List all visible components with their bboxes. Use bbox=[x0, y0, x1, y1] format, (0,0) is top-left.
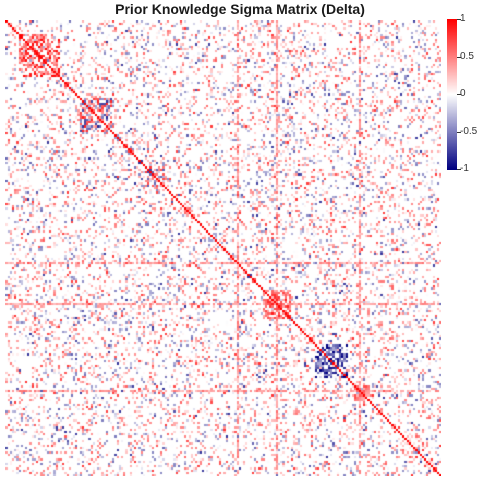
colorbar-tick-label: 0 bbox=[460, 88, 466, 99]
colorbar-tick bbox=[457, 94, 461, 95]
heatmap-plot bbox=[5, 20, 441, 476]
colorbar-tick bbox=[457, 57, 461, 58]
colorbar-gradient bbox=[447, 19, 457, 170]
colorbar-tick-label: 1 bbox=[460, 13, 466, 24]
colorbar-tick bbox=[457, 169, 461, 170]
colorbar bbox=[447, 19, 457, 170]
colorbar-tick bbox=[457, 132, 461, 133]
chart-title: Prior Knowledge Sigma Matrix (Delta) bbox=[115, 1, 365, 17]
colorbar-tick-label: -1 bbox=[460, 163, 469, 174]
colorbar-tick bbox=[457, 19, 461, 20]
colorbar-tick-label: 0.5 bbox=[460, 51, 474, 62]
heatmap-cells bbox=[5, 20, 441, 476]
colorbar-tick-label: -0.5 bbox=[460, 126, 478, 137]
